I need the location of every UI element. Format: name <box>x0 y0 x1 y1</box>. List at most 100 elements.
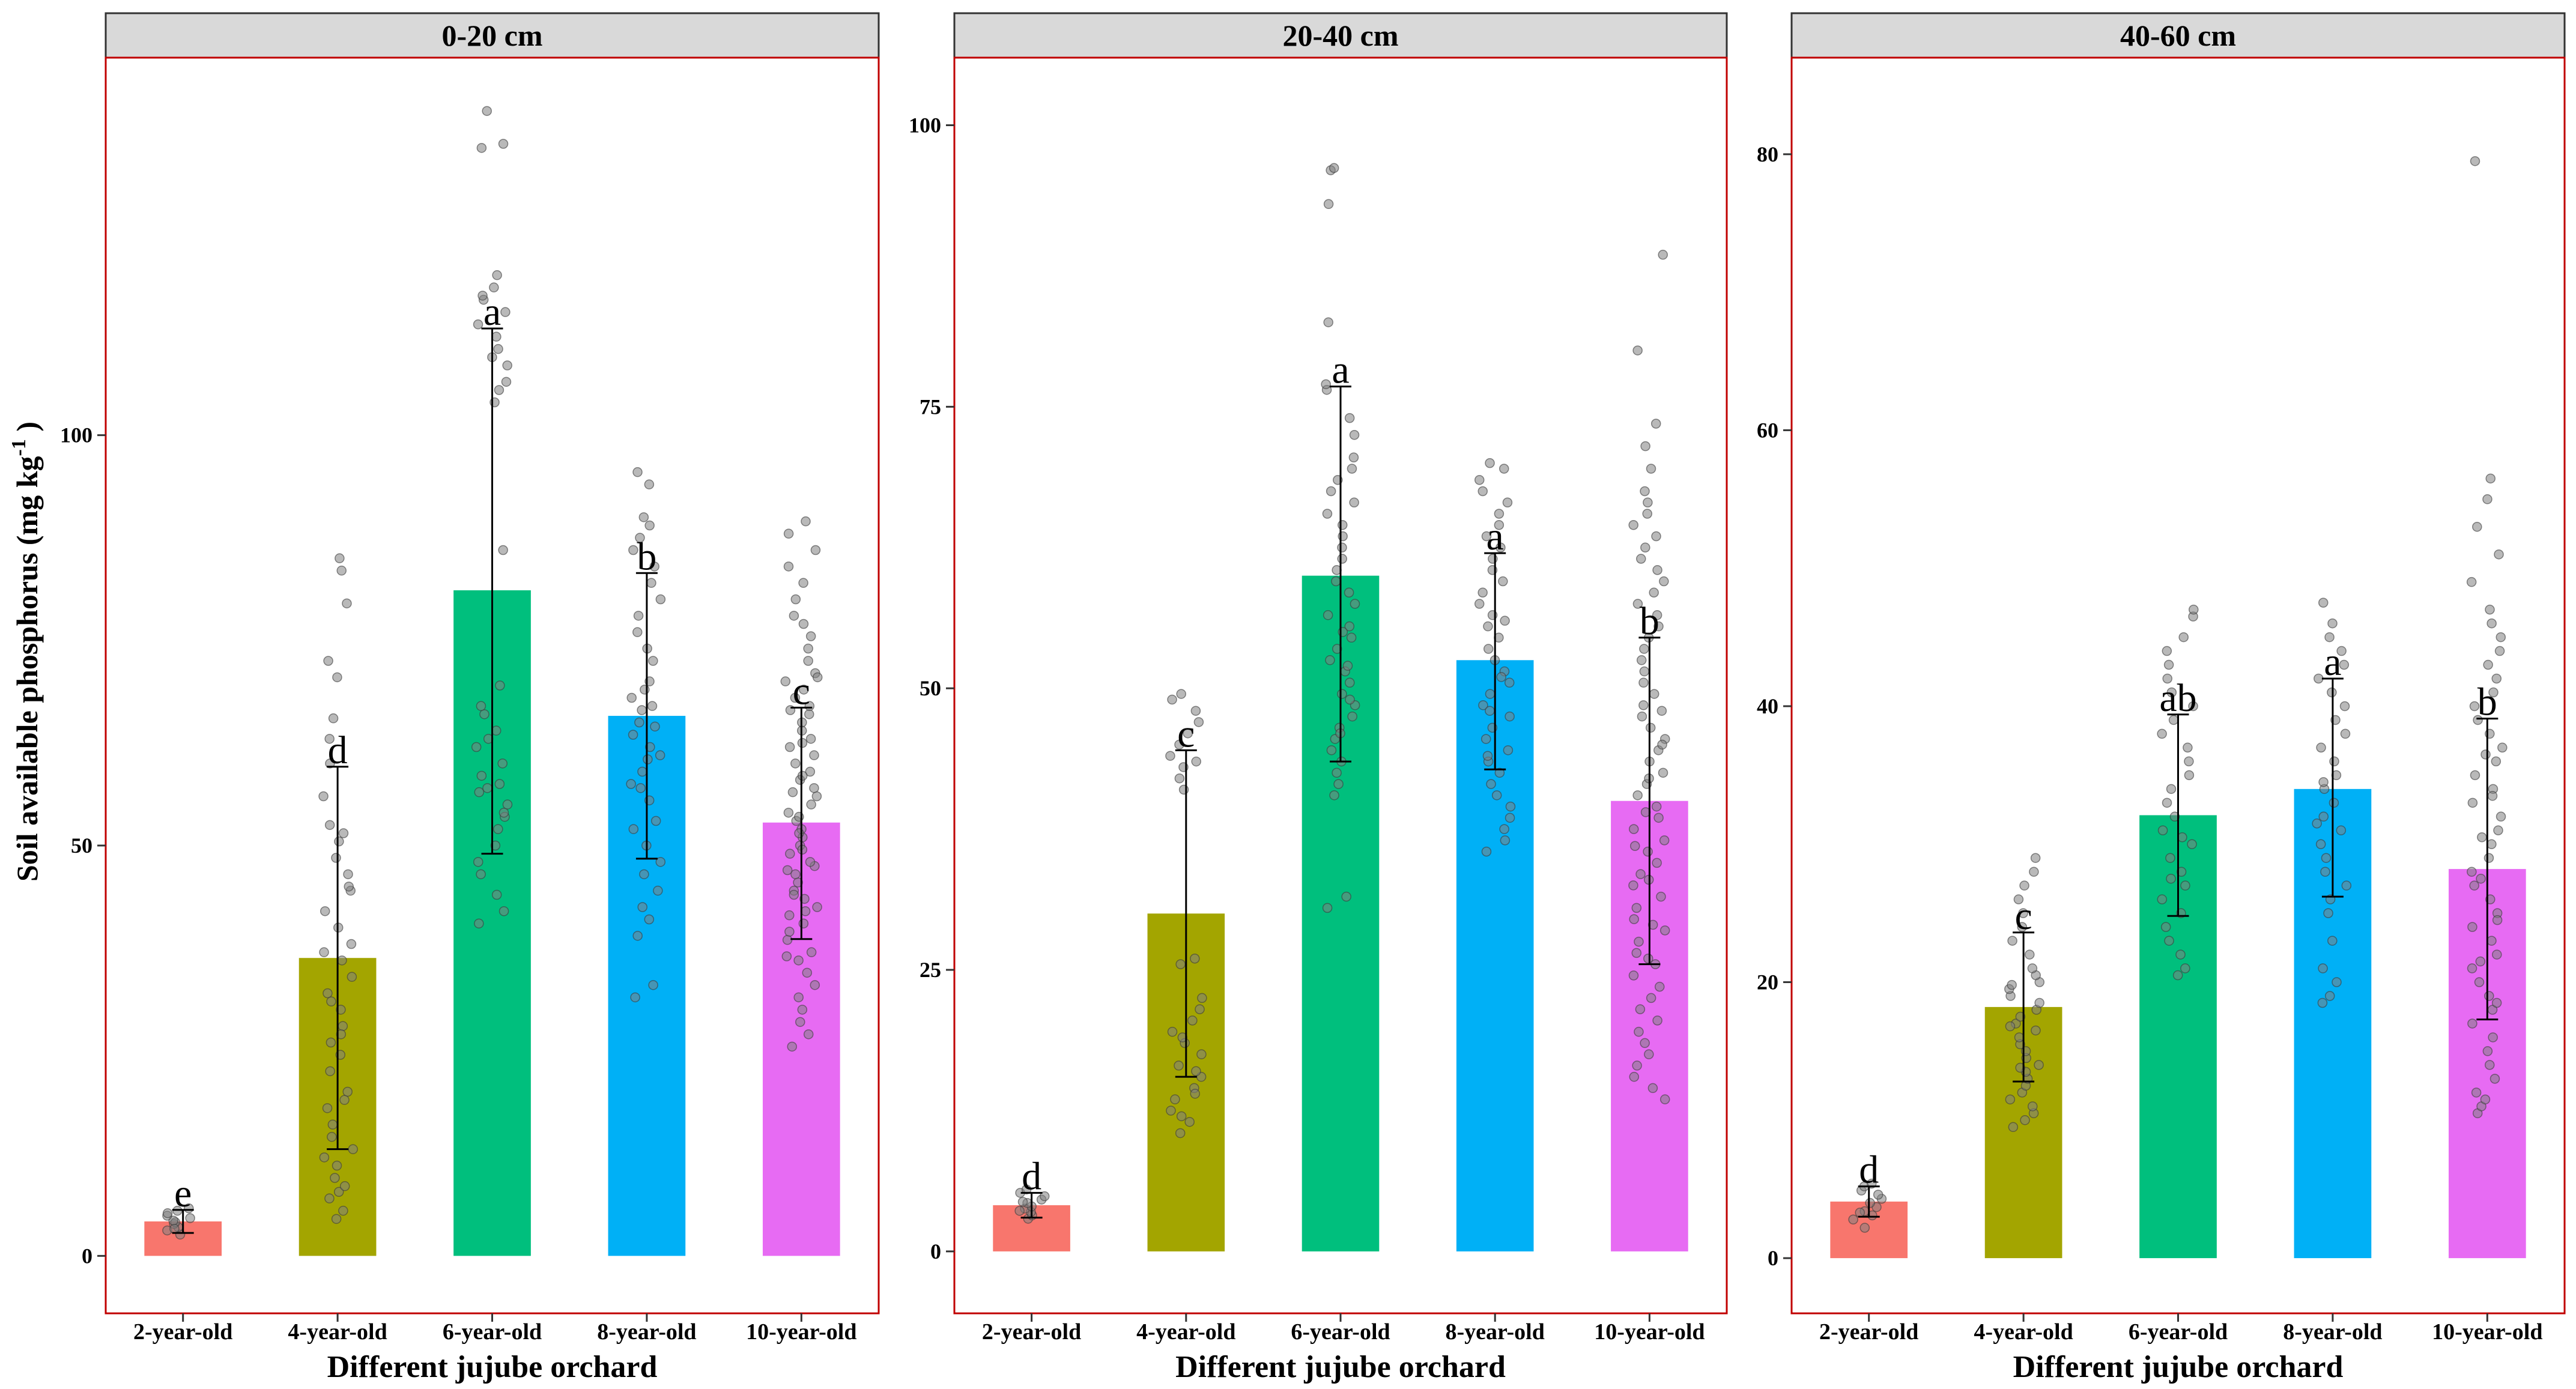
data-point <box>811 791 822 802</box>
data-point <box>1481 531 1492 542</box>
data-point <box>2324 991 2335 1001</box>
x-tick-label: 8-year-old <box>597 1319 696 1345</box>
data-point <box>1337 554 1347 564</box>
data-point <box>1014 1206 1025 1216</box>
data-point <box>2166 873 2176 884</box>
data-point <box>1873 1190 1884 1200</box>
data-point <box>805 766 816 777</box>
data-point <box>1477 587 1488 598</box>
data-point <box>790 869 801 880</box>
data-point <box>812 902 822 912</box>
data-point <box>2005 1021 2016 1032</box>
y-tick-label: 50 <box>71 834 92 858</box>
data-point <box>802 967 813 978</box>
data-point <box>1505 813 1515 823</box>
data-point <box>2162 673 2172 684</box>
data-point <box>1500 616 1510 626</box>
data-point <box>343 869 353 880</box>
panel-2: 20-40 cm d c a a b 0 25 50 75 100 2-year-old 4-year-… <box>909 12 1728 1384</box>
data-point <box>1652 610 1662 620</box>
data-point <box>787 1041 797 1052</box>
significance-letter: e <box>174 1172 192 1215</box>
data-point <box>805 734 816 744</box>
data-point <box>2329 797 2339 808</box>
x-tick-label: 8-year-old <box>2283 1319 2382 1345</box>
data-point <box>2481 749 2491 760</box>
data-point <box>783 561 794 572</box>
data-point <box>812 672 823 683</box>
data-point <box>497 758 508 769</box>
data-point <box>2339 659 2350 670</box>
data-point <box>628 824 639 834</box>
data-point <box>325 758 335 769</box>
data-point <box>1332 767 1342 778</box>
x-tick-label: 2-year-old <box>133 1319 232 1345</box>
data-point <box>2176 867 2187 877</box>
data-point <box>783 528 794 539</box>
data-point <box>320 906 330 916</box>
x-tick-label: 10-year-old <box>746 1319 856 1345</box>
y-tick-label: 40 <box>1757 694 1778 718</box>
data-point <box>1167 694 1177 705</box>
data-point <box>1653 621 1664 632</box>
data-point <box>493 824 503 834</box>
data-point <box>2341 880 2352 891</box>
data-point <box>2327 618 2338 629</box>
data-point <box>2467 797 2478 808</box>
data-point <box>1331 576 1341 587</box>
data-point <box>1502 497 1513 508</box>
data-point <box>1644 1049 1654 1059</box>
x-tick-label: 10-year-old <box>2432 1319 2542 1345</box>
data-point <box>2482 494 2493 504</box>
data-point <box>1347 711 1357 722</box>
data-point <box>337 955 347 966</box>
data-point <box>637 705 647 715</box>
data-point <box>1500 835 1511 846</box>
data-point <box>1346 632 1357 643</box>
data-point <box>324 1193 335 1203</box>
data-point <box>1332 644 1342 654</box>
data-point <box>1193 717 1204 727</box>
x-tick-label: 8-year-old <box>1446 1319 1545 1345</box>
data-point <box>782 865 793 876</box>
data-point <box>1494 520 1505 530</box>
data-point <box>1654 981 1665 992</box>
data-point <box>1636 655 1647 665</box>
data-point <box>1187 1015 1198 1026</box>
facet-title: 0-20 cm <box>442 19 543 52</box>
x-tick-label: 2-year-old <box>1819 1319 1918 1345</box>
data-point <box>476 770 487 781</box>
data-point <box>2166 784 2177 794</box>
data-point <box>339 1181 350 1191</box>
data-point <box>2162 646 2172 656</box>
x-tick-label: 2-year-old <box>982 1319 1081 1345</box>
data-point <box>1322 903 1333 913</box>
data-point <box>1478 700 1488 710</box>
data-point <box>499 906 509 916</box>
data-point <box>801 516 811 527</box>
data-point <box>2467 1018 2478 1029</box>
data-point <box>805 631 816 641</box>
data-point <box>1345 677 1355 688</box>
data-point <box>323 656 333 666</box>
data-point <box>2165 853 2175 863</box>
data-point <box>1485 689 1496 699</box>
data-point <box>1323 317 1333 327</box>
x-tick-label: 4-year-old <box>1974 1319 2073 1345</box>
data-point <box>494 779 505 789</box>
data-point <box>633 611 644 621</box>
x-axis-title: Different jujube orchard <box>1175 1350 1506 1384</box>
data-point <box>2474 977 2485 987</box>
data-point <box>2336 825 2347 836</box>
data-point <box>2483 659 2493 670</box>
data-point <box>653 885 663 896</box>
data-point <box>2169 811 2180 822</box>
data-point <box>327 1119 338 1130</box>
y-tick-label: 50 <box>920 676 941 700</box>
data-point <box>1337 689 1347 699</box>
data-point <box>348 1144 358 1154</box>
data-point <box>637 902 647 912</box>
data-point <box>1176 1111 1187 1122</box>
data-point <box>1634 1026 1644 1037</box>
